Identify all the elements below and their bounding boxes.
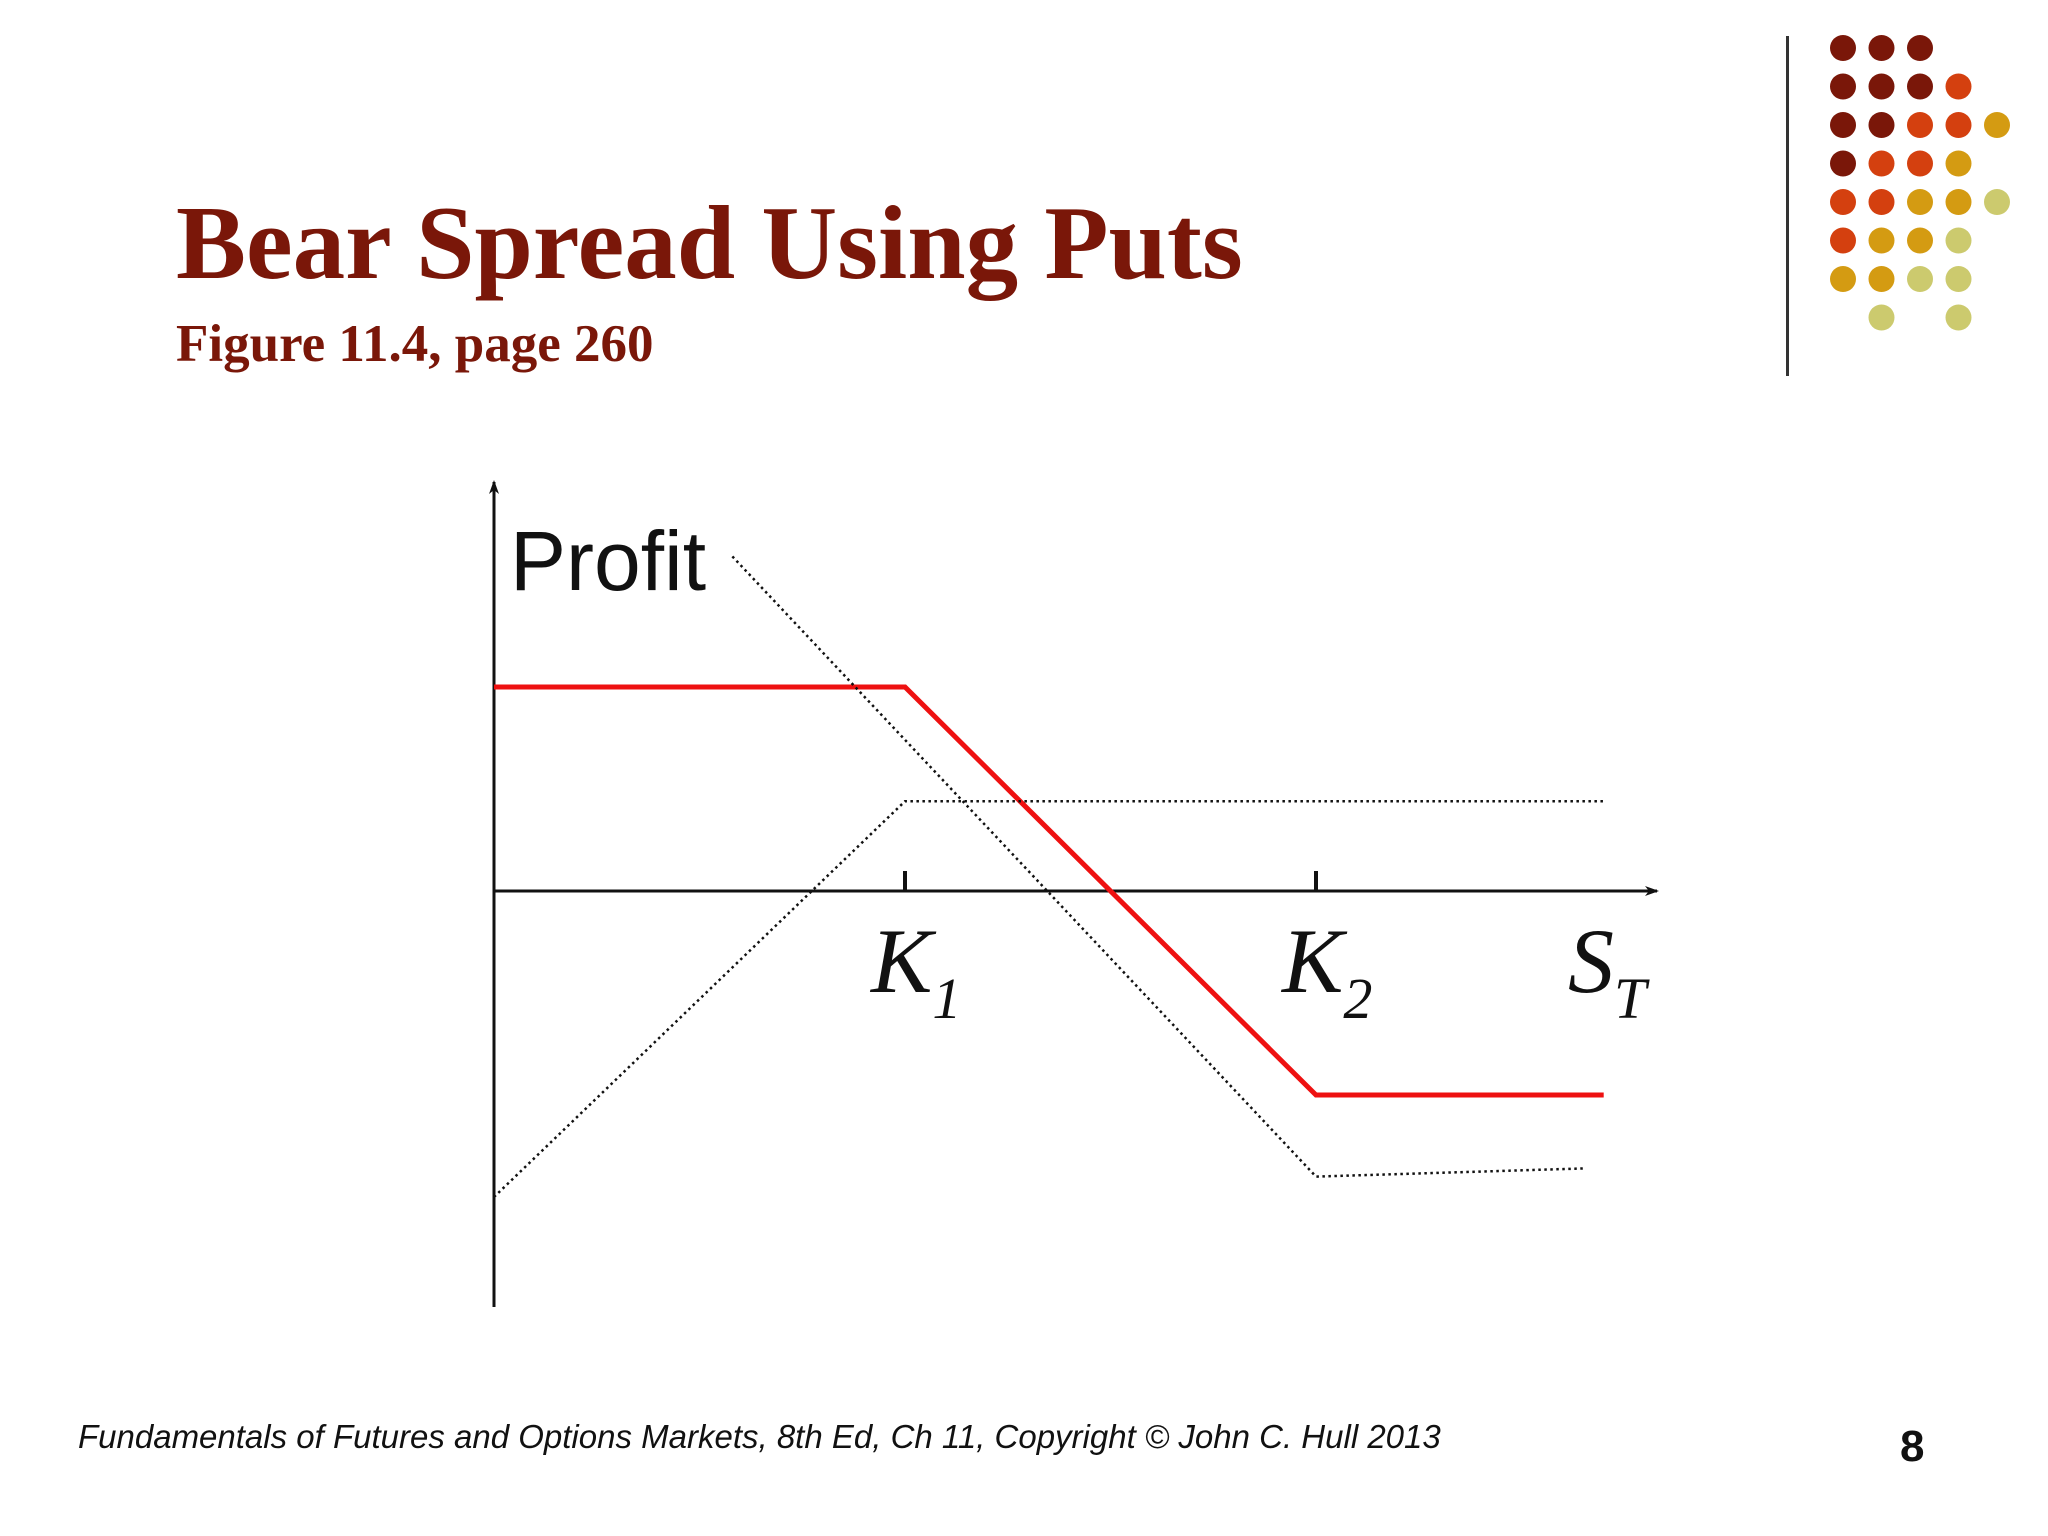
slide-subtitle: Figure 11.4, page 260 [176, 315, 654, 373]
decorative-dot [1830, 227, 1856, 254]
decorative-dot [1907, 227, 1933, 254]
y-axis-label: Profit [510, 514, 706, 608]
x-tick-label: K2 [1280, 910, 1372, 1031]
decorative-dot [1868, 227, 1895, 254]
decorative-dot [1830, 266, 1856, 292]
decorative-dot [1945, 150, 1972, 177]
decorative-dot [1907, 112, 1933, 138]
decorative-dot [1984, 112, 2010, 138]
decorative-dot [1945, 304, 1972, 331]
decorative-dot-grid [1830, 35, 2010, 331]
decorative-dot [1868, 112, 1895, 138]
decorative-dot [1907, 189, 1933, 215]
decorative-dot [1907, 150, 1933, 177]
decorative-dot [1830, 150, 1856, 177]
decorative-dot [1830, 73, 1856, 100]
decorative-dot [1830, 112, 1856, 138]
decorative-dot [1868, 189, 1895, 215]
footer-citation: Fundamentals of Futures and Options Mark… [78, 1418, 1441, 1455]
decorative-dot [1868, 35, 1895, 61]
component-payoff-line-1 [493, 799, 1604, 1198]
decorative-dot [1945, 189, 1972, 215]
decorative-dot [1945, 112, 1972, 138]
x-axis-label-main: S [1568, 910, 1614, 1012]
decorative-dot [1907, 35, 1933, 61]
decorative-dot [1830, 189, 1856, 215]
decorative-dot [1945, 266, 1972, 292]
decorative-dot [1868, 150, 1895, 177]
decorative-dot [1907, 73, 1933, 100]
decorative-dot [1868, 304, 1895, 331]
decorative-dot [1868, 266, 1895, 292]
slide-title: Bear Spread Using Puts [176, 184, 1243, 301]
x-tick-label-sub: 1 [932, 966, 961, 1031]
x-tick-label-sub: 2 [1343, 966, 1372, 1031]
decorative-divider [1786, 36, 1789, 376]
x-axis-label-sub: T [1614, 966, 1650, 1031]
decorative-dot [1945, 227, 1972, 254]
x-tick-label-main: K [1280, 910, 1348, 1012]
decorative-dot [1868, 73, 1895, 100]
component-payoff-line-2 [731, 555, 1584, 1178]
x-tick-label: K1 [869, 910, 961, 1031]
decorative-dot [1984, 189, 2010, 215]
decorative-dot [1830, 35, 1856, 61]
x-tick-label-main: K [869, 910, 937, 1012]
decorative-dot [1907, 266, 1933, 292]
bear-spread-payoff-line [494, 684, 1604, 1098]
x-axis-label: ST [1568, 910, 1650, 1031]
page-number: 8 [1900, 1422, 1925, 1471]
decorative-dot [1945, 73, 1972, 100]
